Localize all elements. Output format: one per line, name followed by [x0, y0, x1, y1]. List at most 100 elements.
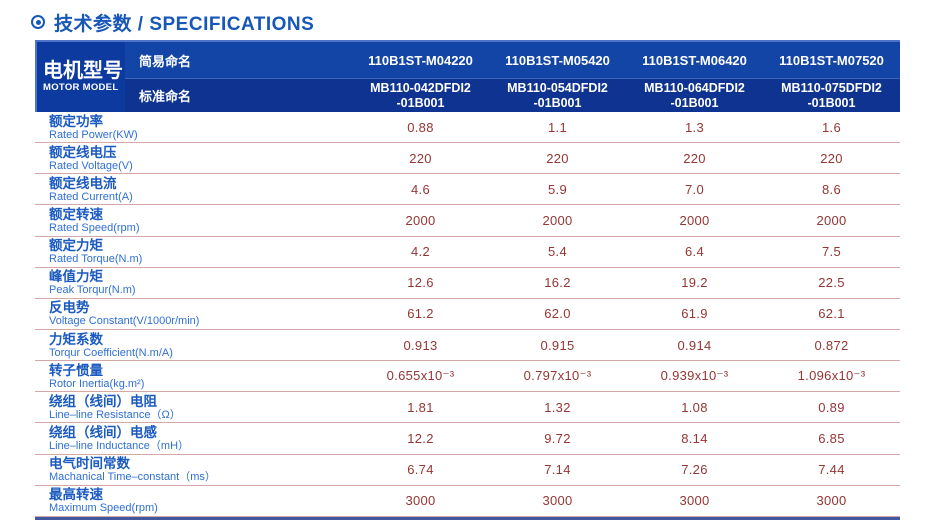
- model-standard-name: MB110-064DFDI2 -01B001: [644, 80, 745, 110]
- table-body: 额定功率 Rated Power(KW) 0.88 1.1 1.3 1.6 额定线电压 Rat…: [35, 112, 900, 520]
- value-cell: 4.6: [411, 181, 430, 197]
- table-row: 额定力矩 Rated Torque(N.m) 4.2 5.4 6.4 7.5: [35, 237, 900, 268]
- value-cell: 7.5: [822, 244, 841, 260]
- value-cell: 12.2: [407, 430, 434, 446]
- page-title: 技术参数 / SPECIFICATIONS: [54, 13, 315, 35]
- row-label-zh: 反电势: [49, 300, 90, 316]
- value-cell: 22.5: [818, 275, 845, 291]
- row-label-en: Rated Current(A): [49, 190, 133, 203]
- row-label-en: Torqur Coefficient(N.m/A): [49, 346, 173, 359]
- value-cell: 0.872: [814, 337, 849, 353]
- value-cell: 1.32: [544, 399, 571, 415]
- row-label: 峰值力矩 Peak Torqur(N.m): [35, 269, 352, 296]
- value-cell: 0.915: [540, 337, 575, 353]
- value-cell: 6.85: [818, 430, 845, 446]
- row-label-en: Rotor Inertia(kg.m²): [49, 377, 145, 390]
- row-label-zh: 额定转速: [49, 206, 103, 222]
- value-cell: 6.74: [407, 462, 434, 478]
- value-cell: 220: [546, 150, 569, 166]
- value-cell: 7.14: [544, 462, 571, 478]
- value-cell: 2000: [405, 212, 436, 228]
- row-label: 绕组（线间）电阻 Line–line Resistance（Ω）: [35, 394, 352, 421]
- value-cell: 220: [683, 150, 706, 166]
- value-cell: 8.6: [822, 181, 841, 197]
- value-cell: 7.26: [681, 462, 708, 478]
- table-row: 电气时间常数 Machanical Time–constant（ms） 6.74 7.…: [35, 455, 900, 486]
- value-cell: 2000: [816, 212, 847, 228]
- value-cell: 1.096x10⁻³: [797, 368, 866, 384]
- row-label-en: Rated Torque(N.m): [49, 253, 143, 266]
- value-cell: 2000: [542, 212, 573, 228]
- value-cell: 5.9: [548, 181, 567, 197]
- value-cell: 1.3: [685, 119, 704, 135]
- table-row: 额定转速 Rated Speed(rpm) 2000 2000 2000 2000: [35, 205, 900, 237]
- model-simple-name: 110B1ST-M06420: [642, 52, 747, 68]
- value-cell: 19.2: [681, 275, 708, 291]
- row-label-zh: 转子惯量: [49, 362, 103, 378]
- table-row: 绕组（线间）电阻 Line–line Resistance（Ω） 1.81 1.32 1…: [35, 392, 900, 424]
- header-model-names: 简易命名 110B1ST-M04220 110B1ST-M05420 110B1ST…: [125, 42, 900, 112]
- table-header: 电机型号 MOTOR MODEL 简易命名 110B1ST-M04220 110B…: [35, 40, 900, 112]
- table-row: 额定功率 Rated Power(KW) 0.88 1.1 1.3 1.6: [35, 112, 900, 144]
- model-standard-name: MB110-054DFDI2 -01B001: [507, 80, 608, 110]
- motor-model-label-en: MOTOR MODEL: [43, 82, 119, 93]
- table-row: 额定线电压 Rated Voltage(V) 220 220 220 220: [35, 143, 900, 175]
- row-label-zh: 力矩系数: [49, 331, 103, 347]
- row-label-zh: 峰值力矩: [49, 269, 103, 285]
- row-label-zh: 电气时间常数: [49, 456, 130, 472]
- row-label-en: Rated Speed(rpm): [49, 221, 140, 234]
- row-label: 额定转速 Rated Speed(rpm): [35, 207, 352, 234]
- value-cell: 61.2: [407, 306, 434, 322]
- value-cell: 9.72: [544, 430, 571, 446]
- value-cell: 1.1: [548, 119, 567, 135]
- row-label-zh: 额定线电流: [49, 175, 117, 191]
- value-cell: 3000: [542, 493, 573, 509]
- row-label: 额定功率 Rated Power(KW): [35, 114, 352, 141]
- row-label-en: Voltage Constant(V/1000r/min): [49, 315, 200, 328]
- simple-name-row: 简易命名 110B1ST-M04220 110B1ST-M05420 110B1ST…: [125, 42, 900, 78]
- section-title: 技术参数 / SPECIFICATIONS: [31, 9, 314, 35]
- row-label-en: Machanical Time–constant（ms）: [49, 471, 216, 484]
- motor-model-label-zh: 电机型号: [43, 60, 123, 82]
- standard-name-row: 标准命名 MB110-042DFDI2 -01B001 MB110-054DFDI…: [125, 78, 900, 112]
- value-cell: 0.939x10⁻³: [660, 368, 729, 384]
- value-cell: 3000: [679, 493, 710, 509]
- value-cell: 0.89: [818, 399, 845, 415]
- row-label-zh: 额定力矩: [49, 238, 103, 254]
- value-cell: 3000: [405, 493, 436, 509]
- model-simple-name: 110B1ST-M04220: [368, 52, 473, 68]
- value-cell: 3000: [816, 493, 847, 509]
- value-cell: 0.88: [407, 119, 434, 135]
- value-cell: 7.0: [685, 181, 704, 197]
- value-cell: 62.1: [818, 306, 845, 322]
- value-cell: 7.44: [818, 462, 845, 478]
- row-label-en: Rated Power(KW): [49, 128, 138, 141]
- value-cell: 6.4: [685, 244, 704, 260]
- value-cell: 1.81: [407, 399, 434, 415]
- row-label: 额定线电压 Rated Voltage(V): [35, 145, 352, 172]
- row-label-zh: 绕组（线间）电感: [49, 424, 157, 440]
- table-row: 反电势 Voltage Constant(V/1000r/min) 61.2 62.0…: [35, 299, 900, 330]
- standard-name-label: 标准命名: [139, 89, 192, 104]
- value-cell: 8.14: [681, 430, 708, 446]
- model-simple-name: 110B1ST-M07520: [779, 52, 884, 68]
- table-row: 最高转速 Maximum Speed(rpm) 3000 3000 3000 3000: [35, 486, 900, 517]
- model-standard-name: MB110-042DFDI2 -01B001: [370, 80, 471, 110]
- circle-dot-icon: [31, 15, 45, 29]
- value-cell: 4.2: [411, 244, 430, 260]
- row-label-zh: 最高转速: [49, 487, 103, 503]
- table-row: 力矩系数 Torqur Coefficient(N.m/A) 0.913 0.915 0…: [35, 330, 900, 362]
- value-cell: 0.655x10⁻³: [386, 368, 455, 384]
- model-standard-name: MB110-075DFDI2 -01B001: [781, 80, 882, 110]
- simple-name-label: 简易命名: [139, 53, 192, 69]
- row-label-en: Rated Voltage(V): [49, 159, 133, 172]
- row-label-en: Maximum Speed(rpm): [49, 502, 158, 515]
- row-label: 额定力矩 Rated Torque(N.m): [35, 238, 352, 265]
- value-cell: 61.9: [681, 306, 708, 322]
- table-row: 额定线电流 Rated Current(A) 4.6 5.9 7.0 8.6: [35, 174, 900, 206]
- row-label: 额定线电流 Rated Current(A): [35, 176, 352, 203]
- row-label-zh: 绕组（线间）电阻: [49, 393, 157, 409]
- specifications-table: 电机型号 MOTOR MODEL 简易命名 110B1ST-M04220 110B…: [35, 40, 900, 520]
- row-label: 转子惯量 Rotor Inertia(kg.m²): [35, 363, 352, 390]
